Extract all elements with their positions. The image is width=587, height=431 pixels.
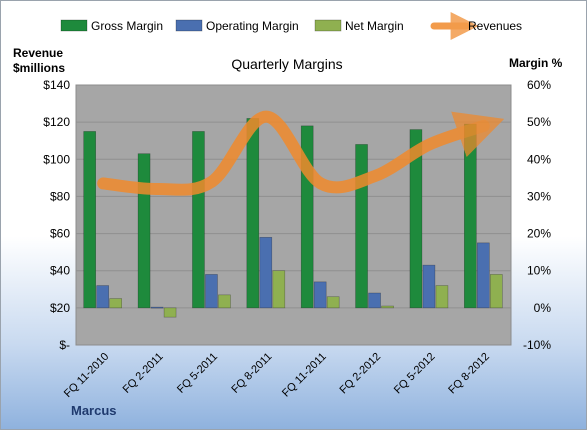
right-tick-label: 50% (527, 115, 551, 129)
chart-title: Quarterly Margins (231, 56, 342, 72)
bar-gross-margin (246, 118, 260, 309)
bar-net-margin (490, 274, 503, 309)
x-tick-label: FQ 11-2011 (280, 351, 329, 400)
left-tick-label: $20 (50, 301, 70, 315)
left-axis-label-line1: Revenue (13, 46, 63, 60)
legend-swatch-net-margin (314, 19, 342, 32)
legend-label: Net Margin (345, 19, 404, 33)
right-tick-label: 10% (527, 264, 551, 278)
right-tick-label: -10% (523, 338, 551, 352)
bar-gross-margin (192, 131, 205, 309)
legend-label: Operating Margin (206, 19, 299, 33)
bar-operating-margin (205, 274, 218, 309)
bar-net-margin (218, 294, 231, 309)
bar-operating-margin (368, 292, 381, 309)
left-tick-label: $60 (50, 227, 70, 241)
left-tick-label: $80 (50, 189, 70, 203)
bar-operating-margin (422, 264, 436, 309)
x-tick-label: FQ 8-2011 (229, 351, 274, 396)
bar-operating-margin (150, 306, 164, 309)
bar-operating-margin (96, 285, 109, 309)
bar-operating-margin (313, 281, 327, 309)
x-tick-label: FQ 11-2010 (62, 351, 111, 400)
left-tick-label: $40 (50, 264, 70, 278)
right-tick-label: 30% (527, 189, 551, 203)
watermark-text: Marcus (71, 403, 117, 418)
legend-swatch-operating-margin (175, 19, 203, 32)
left-tick-label: $100 (43, 152, 70, 166)
x-tick-label: FQ 2-2011 (121, 351, 166, 396)
left-tick-label: $- (59, 338, 70, 352)
bar-net-margin (163, 307, 177, 318)
right-tick-label: 0% (534, 301, 552, 315)
bar-net-margin (109, 298, 122, 309)
bar-gross-margin (83, 131, 96, 309)
bar-gross-margin (409, 129, 423, 309)
left-tick-label: $120 (43, 115, 70, 129)
x-tick-label: FQ 5-2011 (175, 351, 220, 396)
x-tick-label: FQ 5-2012 (392, 351, 438, 397)
x-tick-label: FQ 2-2012 (338, 351, 384, 397)
bar-gross-margin (355, 144, 368, 309)
bar-net-margin (326, 296, 340, 309)
left-axis-label-line2: $millions (13, 61, 65, 75)
right-tick-label: 20% (527, 227, 551, 241)
right-axis-label: Margin % (509, 56, 563, 70)
legend-swatch-gross-margin (60, 19, 88, 32)
bar-gross-margin (464, 123, 477, 309)
bar-net-margin (272, 270, 286, 309)
bar-net-margin (435, 285, 449, 309)
bar-gross-margin (137, 153, 151, 309)
bar-net-margin (381, 305, 394, 309)
revenues-line (97, 110, 505, 196)
legend-label: Gross Margin (91, 19, 163, 33)
bar-operating-margin (259, 236, 273, 309)
right-tick-label: 60% (527, 78, 551, 92)
x-tick-label: FQ 8-2012 (446, 351, 492, 397)
bar-operating-margin (477, 242, 490, 309)
right-tick-label: 40% (527, 152, 551, 166)
legend-label: Revenues (468, 19, 522, 33)
left-tick-label: $140 (43, 78, 70, 92)
